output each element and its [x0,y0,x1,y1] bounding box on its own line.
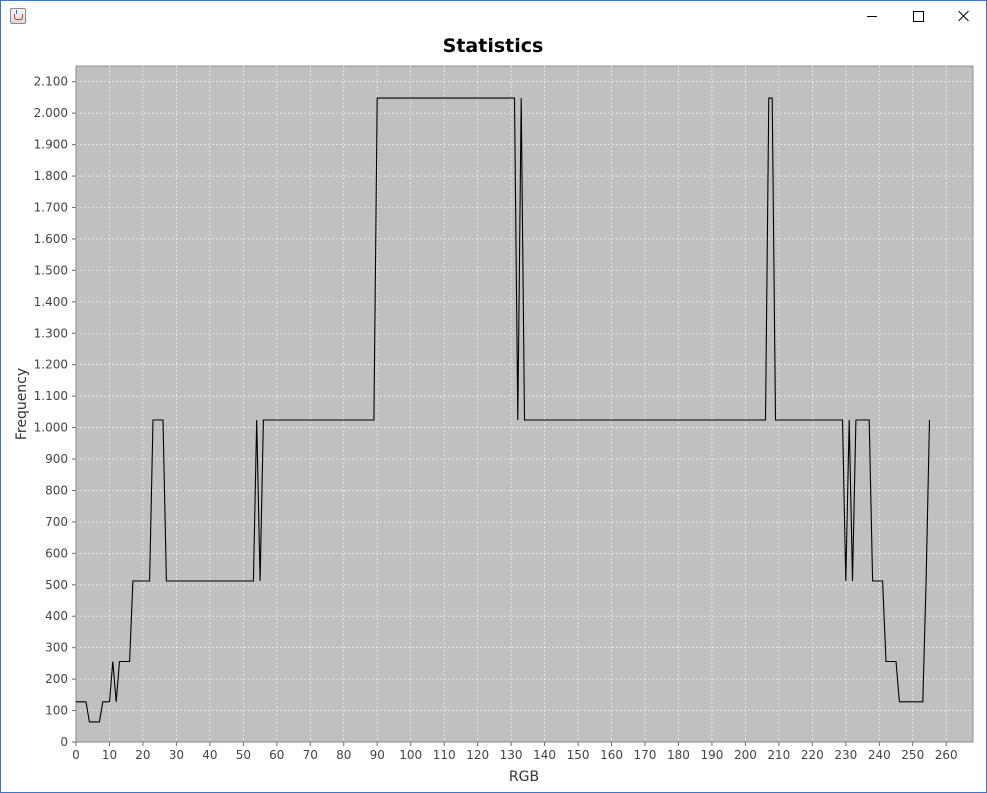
y-tick-label: 1.200 [34,358,68,372]
maximize-icon [912,10,924,22]
java-steam-icon-part [16,10,20,14]
x-tick-label: 260 [935,748,958,762]
y-tick-label: 400 [45,609,68,623]
minimize-icon [867,15,877,17]
y-tick-label: 700 [45,515,68,529]
y-tick-label: 500 [45,578,68,592]
x-tick-label: 190 [700,748,723,762]
y-tick-label: 300 [45,641,68,655]
x-tick-label: 170 [634,748,657,762]
x-tick-label: 150 [567,748,590,762]
y-tick-label: 1.000 [34,421,68,435]
x-tick-label: 80 [336,748,351,762]
x-tick-label: 250 [901,748,924,762]
y-tick-label: 1.600 [34,232,68,246]
y-tick-label: 1.100 [34,389,68,403]
x-tick-label: 230 [834,748,857,762]
x-tick-label: 70 [303,748,318,762]
y-tick-label: 2.100 [34,75,68,89]
title-bar[interactable] [1,1,986,31]
x-tick-label: 100 [399,748,422,762]
y-axis-label: Frequency [14,368,30,440]
x-tick-label: 200 [734,748,757,762]
y-tick-label: 600 [45,546,68,560]
axes [72,66,973,746]
y-tick-label: 1.400 [34,295,68,309]
x-tick-label: 160 [600,748,623,762]
x-tick-label: 130 [500,748,523,762]
x-tick-label: 40 [202,748,217,762]
y-tick-label: 1.800 [34,169,68,183]
x-tick-label: 140 [533,748,556,762]
x-axis-label: RGB [509,769,539,785]
x-tick-label: 60 [269,748,284,762]
chart-title: Statistics [443,35,544,57]
y-tick-label: 100 [45,704,68,718]
y-tick-label: 900 [45,452,68,466]
y-tick-label: 0 [60,735,68,749]
minimize-button[interactable] [849,1,895,31]
x-tick-label: 0 [72,748,80,762]
x-tick-label: 20 [135,748,150,762]
x-tick-label: 210 [767,748,790,762]
y-tick-label: 1.700 [34,200,68,214]
y-tick-label: 200 [45,672,68,686]
series-line [76,97,931,723]
y-tick-label: 1.900 [34,138,68,152]
tick-labels: 0 10 20 30 40 50 60 70 80 90 100 110 120 130 140 150 160… [34,75,958,762]
maximize-button[interactable] [895,1,941,31]
java-cup-icon-part [14,14,23,20]
x-tick-label: 180 [667,748,690,762]
x-tick-label: 220 [801,748,824,762]
x-tick-label: 240 [868,748,891,762]
x-tick-label: 50 [236,748,251,762]
gridlines [75,66,973,743]
x-tick-label: 90 [370,748,385,762]
x-tick-label: 110 [433,748,456,762]
java-cup-icon[interactable] [10,8,26,24]
x-tick-label: 30 [169,748,184,762]
y-tick-label: 1.300 [34,326,68,340]
y-tick-label: 1.500 [34,263,68,277]
y-tick-label: 2.000 [34,106,68,120]
x-tick-label: 10 [102,748,117,762]
y-tick-label: 800 [45,483,68,497]
x-tick-label: 120 [466,748,489,762]
